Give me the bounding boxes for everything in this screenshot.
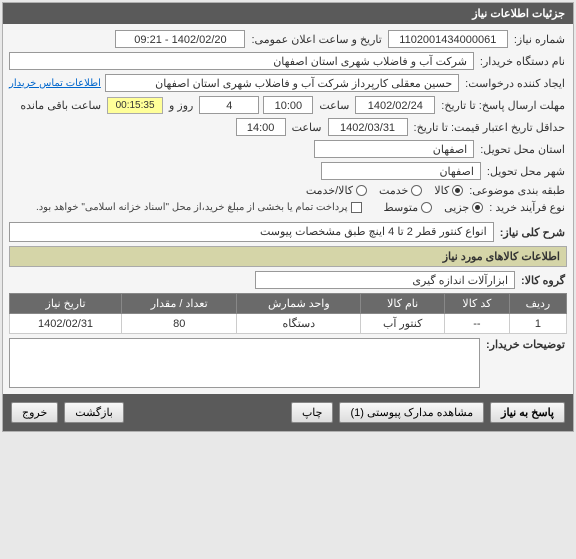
field-announce: 1402/02/20 - 09:21 bbox=[115, 30, 245, 48]
radio-partial-icon bbox=[472, 202, 483, 213]
check-treasury[interactable]: پرداخت تمام یا بخشی از مبلغ خرید،از محل … bbox=[36, 202, 362, 213]
field-buyer-org: شرکت آب و فاضلاب شهری استان اصفهان bbox=[9, 52, 474, 70]
field-city: اصفهان bbox=[321, 162, 481, 180]
form-area: شماره نیاز: 1102001434000061 تاریخ و ساع… bbox=[3, 24, 573, 394]
lbl-province: استان محل تحویل: bbox=[478, 143, 567, 156]
radio-gs-icon bbox=[356, 185, 367, 196]
th-4: تعداد / مقدار bbox=[122, 294, 237, 314]
table-row[interactable]: 1 -- کنتور آب دستگاه 80 1402/02/31 bbox=[10, 314, 567, 334]
th-1: کد کالا bbox=[444, 294, 509, 314]
lbl-min-valid: حداقل تاریخ اعتبار قیمت: تا تاریخ: bbox=[412, 121, 567, 134]
td-2: کنتور آب bbox=[361, 314, 445, 334]
panel-title: جزئیات اطلاعات نیاز bbox=[3, 3, 573, 24]
radio-gs-label: کالا/خدمت bbox=[306, 184, 353, 197]
lbl-time-remain: ساعت باقی مانده bbox=[18, 99, 103, 112]
radio-partial-label: جزیی bbox=[444, 201, 469, 214]
lbl-city: شهر محل تحویل: bbox=[485, 165, 567, 178]
checkbox-icon bbox=[351, 202, 362, 213]
td-1: -- bbox=[444, 314, 509, 334]
lbl-general-desc: شرح کلی نیاز: bbox=[498, 226, 567, 239]
th-3: واحد شمارش bbox=[237, 294, 361, 314]
field-valid-date: 1402/03/31 bbox=[328, 118, 408, 136]
field-days-remain: 4 bbox=[199, 96, 259, 114]
goods-table: ردیف کد کالا نام کالا واحد شمارش تعداد /… bbox=[9, 293, 567, 334]
radio-medium[interactable]: متوسط bbox=[384, 201, 433, 214]
radio-goods[interactable]: کالا bbox=[434, 184, 463, 197]
radio-service[interactable]: خدمت bbox=[379, 184, 422, 197]
td-3: دستگاه bbox=[237, 314, 361, 334]
lbl-reply-deadline: مهلت ارسال پاسخ: تا تاریخ: bbox=[439, 99, 567, 112]
radio-service-label: خدمت bbox=[379, 184, 408, 197]
lbl-hour1: ساعت bbox=[317, 99, 351, 112]
radio-medium-label: متوسط bbox=[384, 201, 419, 214]
reply-button[interactable]: پاسخ به نیاز bbox=[490, 402, 565, 423]
lbl-need-no: شماره نیاز: bbox=[512, 33, 567, 46]
td-0: 1 bbox=[509, 314, 566, 334]
field-creator: حسین معقلی کارپرداز شرکت آب و فاضلاب شهر… bbox=[105, 74, 459, 92]
lbl-hour2: ساعت bbox=[290, 121, 324, 134]
lbl-creator: ایجاد کننده درخواست: bbox=[463, 77, 567, 90]
field-reply-date: 1402/02/24 bbox=[355, 96, 435, 114]
lbl-subject-class: طبقه بندی موضوعی: bbox=[467, 184, 567, 197]
attachments-button[interactable]: مشاهده مدارک پیوستی (1) bbox=[339, 402, 484, 423]
radio-goods-service[interactable]: کالا/خدمت bbox=[306, 184, 367, 197]
td-4: 80 bbox=[122, 314, 237, 334]
purchase-type-group: جزیی متوسط bbox=[384, 201, 484, 214]
lbl-day-and: روز و bbox=[167, 99, 195, 112]
field-valid-time: 14:00 bbox=[236, 118, 286, 136]
radio-goods-label: کالا bbox=[434, 184, 449, 197]
subject-class-group: کالا خدمت کالا/خدمت bbox=[306, 184, 463, 197]
back-button[interactable]: بازگشت bbox=[64, 402, 124, 423]
field-province: اصفهان bbox=[314, 140, 474, 158]
field-description: انواع کنتور قطر 2 تا 4 اینچ طبق مشخصات پ… bbox=[9, 222, 494, 242]
lbl-buyer-org: نام دستگاه خریدار: bbox=[478, 55, 567, 68]
radio-partial[interactable]: جزیی bbox=[444, 201, 483, 214]
th-2: نام کالا bbox=[361, 294, 445, 314]
print-button[interactable]: چاپ bbox=[291, 402, 334, 423]
field-reply-time: 10:00 bbox=[263, 96, 313, 114]
td-5: 1402/02/31 bbox=[10, 314, 122, 334]
th-5: تاریخ نیاز bbox=[10, 294, 122, 314]
th-0: ردیف bbox=[509, 294, 566, 314]
radio-goods-icon bbox=[452, 185, 463, 196]
radio-medium-icon bbox=[421, 202, 432, 213]
lbl-announce: تاریخ و ساعت اعلان عمومی: bbox=[249, 33, 383, 46]
section-goods-info: اطلاعات کالاهای مورد نیاز bbox=[9, 246, 567, 267]
buyer-notes-box bbox=[9, 338, 480, 388]
check-treasury-label: پرداخت تمام یا بخشی از مبلغ خرید،از محل … bbox=[36, 202, 348, 213]
radio-service-icon bbox=[411, 185, 422, 196]
button-bar: پاسخ به نیاز مشاهده مدارک پیوستی (1) چاپ… bbox=[3, 394, 573, 431]
details-panel: جزئیات اطلاعات نیاز شماره نیاز: 11020014… bbox=[2, 2, 574, 432]
field-time-remain: 00:15:35 bbox=[107, 97, 163, 114]
table-header-row: ردیف کد کالا نام کالا واحد شمارش تعداد /… bbox=[10, 294, 567, 314]
field-goods-group: ابزارآلات اندازه گیری bbox=[255, 271, 515, 289]
lbl-purchase-type: نوع فرآیند خرید : bbox=[487, 201, 567, 214]
field-need-no: 1102001434000061 bbox=[388, 30, 508, 48]
lbl-goods-group: گروه کالا: bbox=[519, 274, 567, 287]
exit-button[interactable]: خروج bbox=[11, 402, 58, 423]
link-contact-info[interactable]: اطلاعات تماس خریدار bbox=[9, 78, 101, 89]
lbl-buyer-notes: توضیحات خریدار: bbox=[484, 338, 567, 351]
